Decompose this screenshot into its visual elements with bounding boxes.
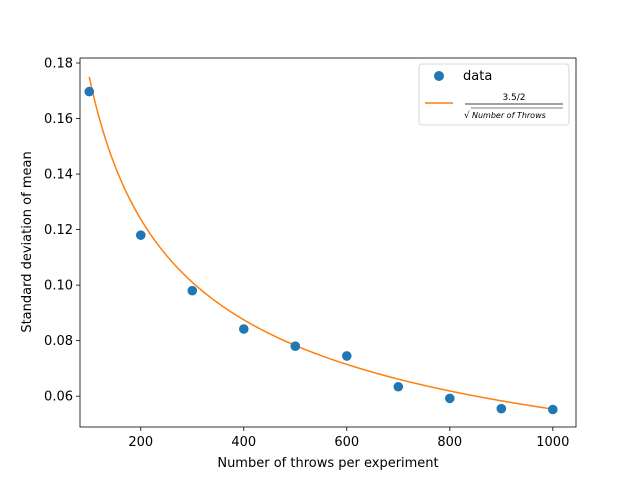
x-tick-label: 800 (437, 435, 462, 450)
legend-radical-icon: √ (464, 110, 470, 121)
data-point (238, 324, 249, 334)
x-tick-label: 200 (128, 435, 153, 450)
legend-fit-denominator: Number of Throws (472, 111, 546, 120)
data-point (290, 341, 301, 352)
legend-data-label: data (463, 69, 492, 84)
data-point (135, 230, 146, 240)
legend: data 3.5/2 √ Number of Throws (418, 63, 570, 126)
y-tick-label: 0.14 (44, 168, 73, 183)
legend-box (418, 63, 570, 126)
legend-data-marker (434, 71, 444, 81)
y-axis-label: Standard deviation of mean (20, 151, 35, 332)
data-point (496, 403, 507, 414)
data-point (445, 393, 455, 404)
data-points (84, 86, 558, 415)
y-tick-label: 0.18 (44, 56, 73, 71)
fit-curve (88, 76, 553, 410)
y-tick-label: 0.06 (44, 390, 73, 405)
data-point (84, 86, 95, 97)
x-tick-label: 600 (334, 435, 359, 450)
axes-frame (79, 57, 577, 428)
x-axis-label: Number of throws per experiment (217, 456, 438, 471)
y-tick-label: 0.16 (44, 112, 73, 127)
x-axis-ticks: 200 400 600 800 1000 (128, 427, 569, 450)
plot-area (84, 76, 558, 415)
data-point (187, 285, 198, 296)
y-tick-label: 0.12 (44, 223, 73, 238)
data-point (393, 381, 404, 392)
y-tick-label: 0.08 (44, 334, 73, 349)
data-point (341, 351, 352, 361)
x-tick-label: 1000 (536, 435, 569, 450)
y-axis-ticks: 0.06 0.08 0.10 0.12 0.14 0.16 0.18 (44, 56, 80, 405)
y-tick-label: 0.10 (44, 279, 73, 294)
data-point (548, 404, 558, 415)
x-tick-label: 400 (231, 435, 256, 450)
legend-fit-numerator: 3.5/2 (502, 93, 525, 103)
